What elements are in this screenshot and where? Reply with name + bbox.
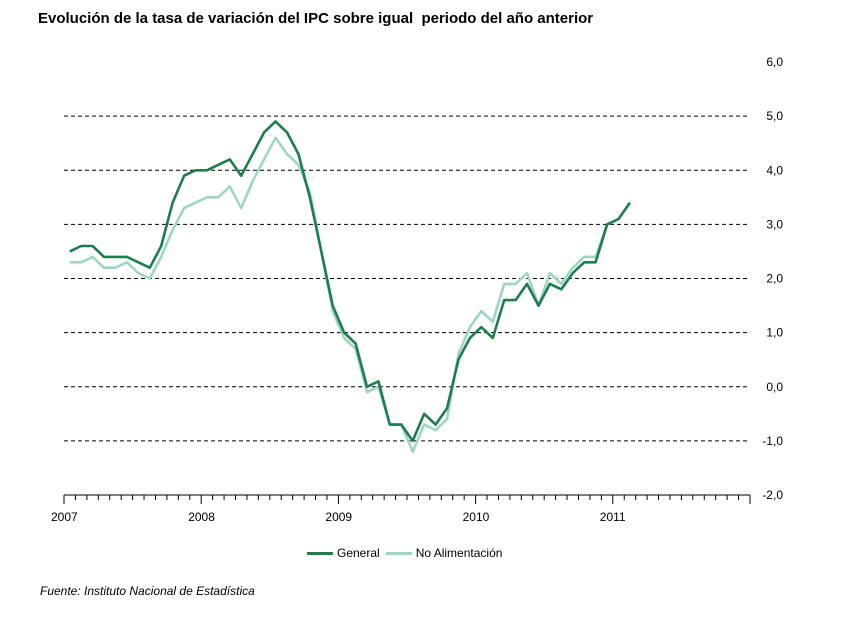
y-tick-label: 1,0 (766, 326, 783, 340)
x-tick-label: 2011 (600, 510, 626, 524)
chart-title: Evolución de la tasa de variación del IP… (38, 10, 594, 27)
y-tick-label: -2,0 (762, 488, 783, 502)
legend: General No Alimentación (307, 546, 508, 560)
legend-swatch-general (307, 551, 333, 555)
legend-label-no-alimentacion: No Alimentación (415, 546, 503, 560)
y-tick-label: 4,0 (766, 163, 783, 177)
legend-label-general: General (337, 546, 380, 560)
y-tick-label: 0,0 (766, 380, 783, 394)
y-tick-label: 6,0 (766, 55, 783, 69)
y-tick-label: 2,0 (766, 272, 783, 286)
x-tick-label: 2010 (463, 510, 490, 524)
series-line-no-alimentacion (69, 136, 631, 454)
gridlines (64, 115, 750, 442)
x-tick-label: 2007 (51, 510, 78, 524)
y-axis-tick-labels: 6,0 5,0 4,0 3,0 2,0 1,0 0,0 -1,0 -2,0 (762, 55, 783, 502)
legend-item-general: General (307, 546, 380, 560)
x-tick-label: 2008 (188, 510, 215, 524)
series-lines (69, 120, 631, 454)
source-note: Fuente: Instituto Nacional de Estadístic… (40, 584, 255, 598)
legend-swatch-no-alimentacion (385, 551, 412, 555)
series-line-general (69, 120, 631, 443)
y-tick-label: 3,0 (766, 217, 783, 231)
x-tick-label: 2009 (325, 510, 352, 524)
legend-item-no-alimentacion: No Alimentación (385, 546, 503, 560)
x-axis: 2007 2008 2009 2010 2011 (51, 494, 751, 524)
y-tick-label: -1,0 (762, 434, 783, 448)
y-tick-label: 5,0 (766, 109, 783, 123)
